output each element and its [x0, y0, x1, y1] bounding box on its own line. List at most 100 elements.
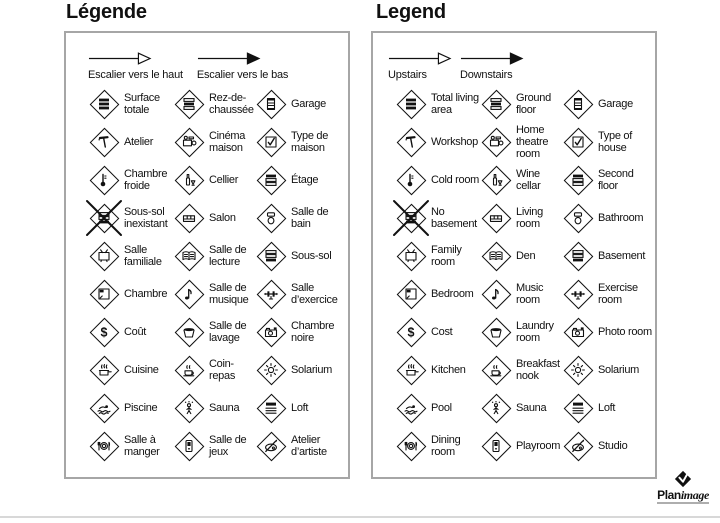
- legend-item-label: Solarium: [291, 363, 333, 376]
- layers-mid-icon: [480, 88, 512, 120]
- book-icon: [173, 240, 205, 272]
- legend-item: Garage: [562, 88, 653, 120]
- legend-item-label: Coin-repas: [209, 357, 236, 382]
- legend-item-label: Dining room: [431, 433, 461, 458]
- legend-item-label: Sauna: [209, 401, 240, 414]
- legend-item: Exercise room: [562, 278, 653, 310]
- legend-item-label: Den: [516, 249, 536, 262]
- legend-item: Pool: [395, 392, 480, 424]
- legend-items-grid: Surface totale Rez-de-chaussée Garage Ateli…: [66, 85, 348, 465]
- layers-loft-icon: [255, 392, 287, 424]
- legend-item-label: Surface totale: [124, 91, 160, 116]
- legend-item: Type of house: [562, 126, 653, 158]
- no-basement-icon: [86, 200, 122, 236]
- logo-tagline-strip: [657, 502, 709, 504]
- legend-item: Salle de lavage: [173, 316, 255, 348]
- legend-item: Solarium: [255, 354, 346, 386]
- legend-item-label: Photo room: [598, 325, 652, 338]
- legend-item-label: Second floor: [598, 167, 634, 192]
- barbell-icon: [562, 278, 594, 310]
- legend-item: Photo room: [562, 316, 653, 348]
- arrow-label: Upstairs: [388, 69, 427, 81]
- legend-item-label: Sous-sol inexistant: [124, 205, 168, 230]
- legend-item-label: Atelier: [124, 135, 154, 148]
- legend-item: Cold room: [395, 164, 480, 196]
- legend-item-label: No basement: [431, 205, 477, 230]
- legend-item: Ground floor: [480, 88, 562, 120]
- legend-item: $ Coût: [88, 316, 173, 348]
- music-note-icon: [480, 278, 512, 310]
- house-check-icon: [255, 126, 287, 158]
- house-check-icon: [562, 126, 594, 158]
- legend-item: Salon: [173, 202, 255, 234]
- legend-item: Salle familiale: [88, 240, 173, 272]
- stairs-down-legend: Downstairs: [460, 52, 524, 81]
- legend-item: Cellier: [173, 164, 255, 196]
- arrow-label: Escalier vers le bas: [196, 69, 289, 81]
- legend-item: Type de maison: [255, 126, 346, 158]
- legend-item: Surface totale: [88, 88, 173, 120]
- hammer-icon: [395, 126, 427, 158]
- dollar-icon: $: [88, 316, 120, 348]
- no-basement-icon: [393, 200, 429, 236]
- legend-item-label: Breakfast nook: [516, 357, 560, 382]
- legend-item-label: Cuisine: [124, 363, 159, 376]
- layers-all-icon: [395, 88, 427, 120]
- legend-item-label: Total living area: [431, 91, 479, 116]
- legend-item: Salle à manger: [88, 430, 173, 462]
- planimage-logo: Planimage: [650, 470, 716, 504]
- camera-icon: [562, 316, 594, 348]
- english-legend-title: Legend: [376, 1, 446, 23]
- garage-icon: [562, 88, 594, 120]
- dollar-icon: $: [395, 316, 427, 348]
- legend-item-label: Salle familiale: [124, 243, 162, 268]
- legend-item: $ Cost: [395, 316, 480, 348]
- legend-item-label: Wine cellar: [516, 167, 541, 192]
- tv-icon: [395, 240, 427, 272]
- sofa-icon: [173, 202, 205, 234]
- legend-item: Rez-de-chaussée: [173, 88, 255, 120]
- tv-icon: [88, 240, 120, 272]
- layers-bottom-icon: [562, 240, 594, 272]
- layers-mid-icon: [173, 88, 205, 120]
- legend-item: Laundry room: [480, 316, 562, 348]
- stairs-up-arrow-icon: [88, 52, 152, 65]
- legend-items-grid: Total living area Ground floor Garage Works…: [373, 85, 655, 465]
- legend-item: Cinéma maison: [173, 126, 255, 158]
- legend-item-label: Atelier d’artiste: [291, 433, 327, 458]
- legend-item: Cuisine: [88, 354, 173, 386]
- legend-item-label: Bedroom: [431, 287, 474, 300]
- legend-item-label: Cinéma maison: [209, 129, 246, 154]
- cup-icon: [480, 354, 512, 386]
- legend-item: Loft: [255, 392, 346, 424]
- legend-item-label: Type de maison: [291, 129, 329, 154]
- legend-item-label: Loft: [291, 401, 309, 414]
- stairs-up-arrow-icon: [388, 52, 452, 65]
- legend-item-label: Chambre froide: [124, 167, 168, 192]
- legend-item: Breakfast nook: [480, 354, 562, 386]
- legend-item-label: Cold room: [431, 173, 480, 186]
- music-note-icon: [173, 278, 205, 310]
- legend-item-label: Basement: [598, 249, 646, 262]
- legend-item: Chambre noire: [255, 316, 346, 348]
- legend-item-label: Solarium: [598, 363, 640, 376]
- basket-icon: [480, 316, 512, 348]
- legend-item-label: Garage: [291, 97, 326, 110]
- layers-bottom-icon: [255, 240, 287, 272]
- legend-item-label: Garage: [598, 97, 633, 110]
- thermometer-icon: [395, 164, 427, 196]
- book-icon: [480, 240, 512, 272]
- legend-item: Sous-sol inexistant: [86, 200, 173, 236]
- projector-icon: [173, 126, 205, 158]
- legend-item-label: Sous-sol: [291, 249, 332, 262]
- legend-item-label: Type of house: [598, 129, 632, 154]
- legend-item-label: Laundry room: [516, 319, 554, 344]
- sauna-person-icon: [480, 392, 512, 424]
- legend-item: No basement: [393, 200, 480, 236]
- legend-item-label: Family room: [431, 243, 462, 268]
- swimmer-icon: [395, 392, 427, 424]
- legend-item: Garage: [255, 88, 346, 120]
- legend-item-label: Salle de bain: [291, 205, 329, 230]
- legend-panel-english: Upstairs Downstairs Total living area Grou…: [371, 31, 657, 479]
